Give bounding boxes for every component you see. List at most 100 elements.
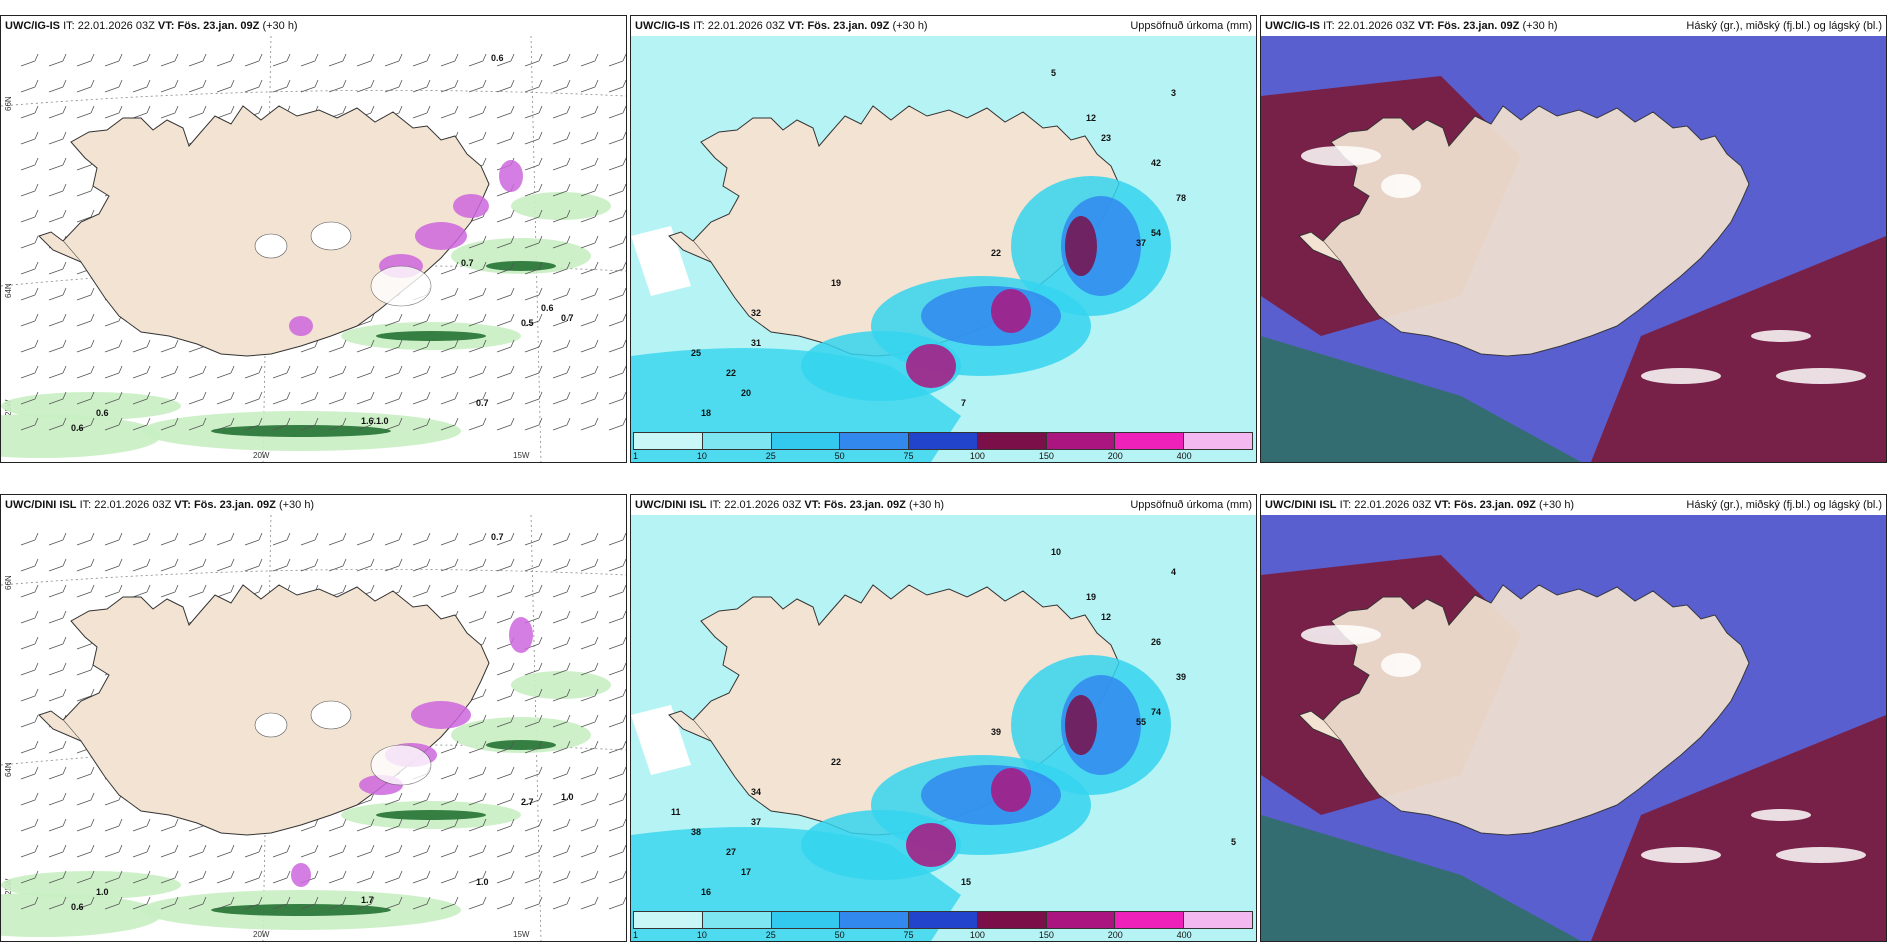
lead-time: (+30 h)	[1538, 499, 1575, 511]
wind-barb	[328, 79, 347, 93]
wind-barb	[132, 870, 151, 884]
wind-barb	[104, 391, 123, 405]
wind-area-dark	[211, 904, 391, 916]
panel-wind-snow-igis: UWC/IG-IS IT: 22.01.2026 03Z VT: Fös. 23…	[0, 15, 627, 463]
wind-barb	[468, 844, 487, 858]
wind-barb	[272, 558, 291, 572]
colorbar-tick-label: 150	[1038, 451, 1054, 461]
wind-barb	[580, 662, 599, 676]
wind-barb	[524, 417, 543, 431]
wind-barb	[48, 313, 67, 327]
glacier	[370, 744, 432, 786]
wind-speed-shading	[1, 671, 611, 937]
wind-barb	[468, 339, 487, 353]
wind-barb	[188, 558, 207, 572]
wind-barb	[412, 79, 431, 93]
colorbar-cell	[840, 912, 910, 928]
wind-barb	[468, 131, 487, 145]
it-time: 22.01.2026 03Z	[94, 499, 172, 511]
wind-barb	[76, 662, 95, 676]
wind-barb	[524, 870, 543, 884]
lat-label-64n: 64N	[4, 762, 13, 777]
panel-title-right: Uppsöfnuð úrkoma (mm)	[1130, 499, 1252, 511]
lead-time: (+30 h)	[262, 20, 298, 32]
wind-barb	[552, 131, 571, 145]
wind-barb	[384, 896, 403, 910]
wind-barb	[356, 391, 375, 405]
wind-value-label: 0.7	[461, 258, 474, 268]
vt-label: VT:	[804, 499, 821, 511]
wind-barb	[132, 79, 151, 93]
lat-label-66n: 66N	[4, 96, 13, 111]
wind-barb	[440, 261, 459, 275]
wind-area-light	[511, 671, 611, 699]
wind-barb	[524, 235, 543, 249]
wind-barb	[132, 818, 151, 832]
wind-barb	[496, 209, 515, 223]
wind-barb	[440, 766, 459, 780]
wind-barb	[20, 131, 39, 145]
wind-barb	[580, 79, 599, 93]
map-precipitation: 3 5 12 23 42 78 54 37 22 19 32 31 25 22 20 18 7	[631, 36, 1256, 462]
wind-barb	[552, 235, 571, 249]
wind-barb	[48, 896, 67, 910]
wind-barb	[20, 584, 39, 598]
precip-value-label: 3	[1171, 88, 1176, 98]
wind-barb	[580, 792, 599, 806]
wind-barb	[440, 558, 459, 572]
wind-barb	[20, 740, 39, 754]
wind-barb	[104, 870, 123, 884]
wind-barb	[132, 339, 151, 353]
wind-barb	[300, 417, 319, 431]
vt-label: VT:	[157, 20, 175, 32]
clear-sky-patch	[1381, 653, 1421, 677]
wind-barb	[20, 157, 39, 171]
lead-time: (+30 h)	[278, 499, 315, 511]
wind-barb	[76, 766, 95, 780]
colorbar-tick-label: 75	[903, 930, 914, 940]
clear-sky-patch	[1751, 330, 1811, 342]
wind-barb	[468, 79, 487, 93]
vt-time: Fös. 23.jan. 09Z	[823, 499, 906, 511]
wind-barb	[20, 532, 39, 546]
wind-barb	[20, 209, 39, 223]
wind-barb	[20, 610, 39, 624]
precip-value-label: 10	[1051, 547, 1061, 557]
colorbar-labels: 1 10 25 50 75 100 150 200 400	[633, 929, 1253, 941]
wind-barb	[160, 53, 179, 67]
wind-barb	[328, 391, 347, 405]
wind-barb	[160, 584, 179, 598]
wind-barb	[580, 844, 599, 858]
colorbar-tick-label: 150	[1038, 930, 1054, 940]
wind-barb	[300, 818, 319, 832]
wind-barb	[328, 896, 347, 910]
wind-barb	[440, 870, 459, 884]
wind-barb	[608, 714, 626, 728]
wind-barb	[552, 183, 571, 197]
snow-area	[411, 701, 471, 729]
colorbar-tick-label: 25	[765, 930, 776, 940]
wind-barb	[552, 818, 571, 832]
wind-barb	[496, 584, 515, 598]
precip-value-label: 42	[1151, 158, 1161, 168]
wind-barb	[20, 339, 39, 353]
wind-barb	[160, 417, 179, 431]
model-name: UWC/DINI ISL	[635, 499, 707, 511]
wind-barb	[580, 53, 599, 67]
wind-barb	[580, 636, 599, 650]
reykjanes-peninsula	[1298, 710, 1342, 742]
wind-barb	[160, 79, 179, 93]
wind-barb	[608, 209, 626, 223]
wind-barb	[608, 532, 626, 546]
wind-barb	[132, 417, 151, 431]
wind-barb	[216, 870, 235, 884]
wind-barb	[608, 235, 626, 249]
wind-barb	[384, 417, 403, 431]
wind-barb	[524, 558, 543, 572]
wind-barb	[104, 818, 123, 832]
wind-barb	[48, 818, 67, 832]
wind-barb	[580, 313, 599, 327]
wind-barb	[384, 391, 403, 405]
colorbar-tick-label: 10	[696, 930, 707, 940]
wind-barb	[608, 844, 626, 858]
